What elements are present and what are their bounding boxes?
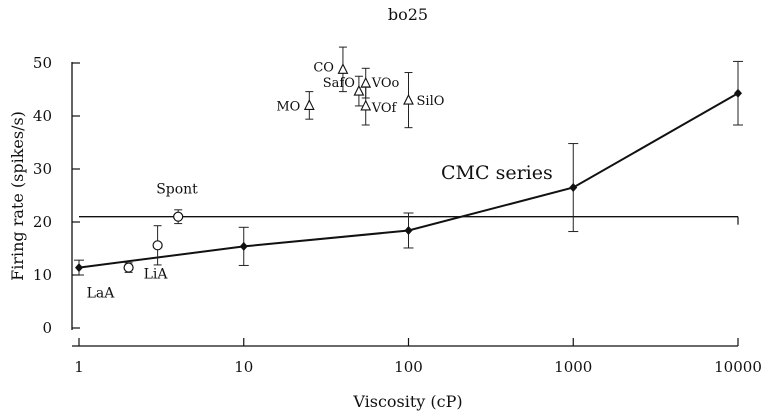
triangle-point-label: SafO xyxy=(323,76,355,91)
cmc-data-point xyxy=(569,183,578,193)
triangle-point-label: VOo xyxy=(371,76,400,91)
triangle-point-label: MO xyxy=(276,99,300,114)
x-axis-label: Viscosity (cP) xyxy=(352,392,462,411)
y-tick-label: 20 xyxy=(33,213,52,231)
x-tick-label: 10000 xyxy=(714,358,762,376)
circle-data-point xyxy=(152,240,163,251)
y-tick-label: 10 xyxy=(33,266,52,284)
triangle-data-point xyxy=(360,76,372,88)
cmc-data-point xyxy=(734,88,742,98)
x-tick-label: 10 xyxy=(234,358,253,376)
y-tick-label: 50 xyxy=(33,54,52,72)
triangle-point-label: CO xyxy=(313,60,334,75)
x-tick-label: 100 xyxy=(394,358,423,376)
y-tick-label: 0 xyxy=(42,319,52,337)
x-tick-label: 1000 xyxy=(554,358,592,376)
cmc-data-point xyxy=(239,241,248,251)
circle-data-point xyxy=(123,262,134,273)
triangle-data-point xyxy=(403,93,414,105)
circle-point-label: LaA xyxy=(87,286,116,302)
triangle-data-point xyxy=(303,99,315,110)
cmc-data-point xyxy=(404,225,413,235)
x-tick-label: 1 xyxy=(74,358,84,376)
triangle-data-point xyxy=(337,63,349,74)
cmc-series-label: CMC series xyxy=(441,162,553,184)
y-tick-label: 40 xyxy=(33,107,52,125)
cmc-data-point xyxy=(75,263,83,273)
triangle-point-label: SilO xyxy=(417,94,445,109)
y-tick-label: 30 xyxy=(33,160,52,178)
triangle-point-label: VOf xyxy=(371,101,398,116)
triangle-data-point xyxy=(353,84,365,96)
y-axis-label: Firing rate (spikes/s) xyxy=(8,111,27,281)
circle-data-point xyxy=(173,211,184,222)
circle-point-label: Spont xyxy=(156,182,198,198)
triangle-data-point xyxy=(360,99,372,111)
circle-point-label: LiA xyxy=(144,266,169,282)
chart-title: bo25 xyxy=(388,5,428,24)
